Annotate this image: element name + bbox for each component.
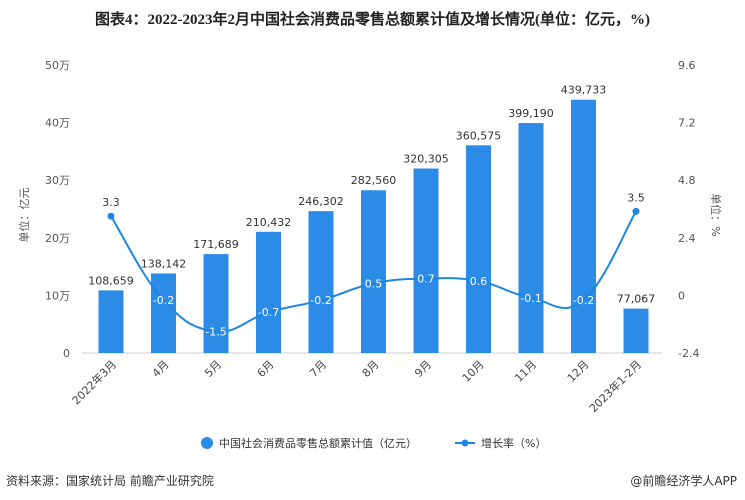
bar-data-label: 138,142 <box>141 257 187 270</box>
line-data-label: -0.2 <box>573 294 594 307</box>
legend-line-marker <box>461 439 469 447</box>
brand-credit: @前瞻经济学人APP <box>630 474 737 488</box>
line-data-label: 0.6 <box>470 275 488 288</box>
x-tick-label: 8月 <box>360 358 382 380</box>
growth-line <box>110 210 637 333</box>
y-right-tick-label: -2.4 <box>678 347 699 360</box>
x-tick-label: 11月 <box>512 358 539 385</box>
line-data-label: -0.7 <box>258 306 279 319</box>
bar-data-label: 399,190 <box>508 107 554 120</box>
y-right-tick-label: 0 <box>678 289 685 302</box>
bar <box>466 145 491 353</box>
y-right-tick-label: 4.8 <box>678 174 696 187</box>
bar <box>518 123 544 353</box>
source-note: 资料来源：国家统计局 前瞻产业研究院 <box>6 474 214 488</box>
line-data-label: -0.1 <box>520 292 541 305</box>
legend-bar-label[interactable]: 中国社会消费品零售总额累计值（亿元） <box>219 436 417 450</box>
bar <box>151 273 176 353</box>
x-tick-label: 5月 <box>202 358 224 380</box>
bar-data-label: 320,305 <box>403 153 449 166</box>
bar <box>361 190 386 353</box>
x-tick-label: 6月 <box>255 358 277 380</box>
legend-bar-icon <box>201 437 213 449</box>
bar-data-label: 282,560 <box>351 174 397 187</box>
line-data-label: 0.7 <box>417 273 435 286</box>
x-tick-label: 12月 <box>565 358 592 385</box>
bar <box>571 99 596 353</box>
bar <box>623 308 649 353</box>
x-tick-label: 2022年3月 <box>69 357 119 407</box>
chart-title: 图表4：2022-2023年2月中国社会消费品零售总额累计值及增长情况(单位：亿… <box>95 12 650 28</box>
y-left-tick-label: 20万 <box>45 232 70 245</box>
line-data-label: -0.2 <box>153 294 174 307</box>
bar <box>256 231 281 353</box>
y-right-tick-label: 9.6 <box>678 59 696 72</box>
bar-data-label: 210,432 <box>246 216 292 229</box>
bar-data-label: 77,067 <box>617 293 656 306</box>
bar <box>308 211 334 353</box>
line-point <box>107 212 115 220</box>
y-left-tick-label: 30万 <box>45 174 70 187</box>
bar-data-label: 246,302 <box>298 195 344 208</box>
x-tick-label: 10月 <box>460 358 487 385</box>
line-point <box>632 207 640 215</box>
line-data-label: -1.5 <box>205 325 226 338</box>
y-right-label: 单位：% <box>709 193 723 236</box>
bar-data-label: 360,575 <box>456 129 502 142</box>
line-data-label: -0.2 <box>310 294 331 307</box>
bar <box>203 254 229 353</box>
x-tick-label: 4月 <box>150 358 172 380</box>
bar <box>98 290 124 353</box>
y-right-tick-label: 2.4 <box>678 232 696 245</box>
y-left-label: 单位：亿元 <box>17 188 31 243</box>
bar-data-label: 171,689 <box>193 238 239 251</box>
bar <box>413 168 439 353</box>
line-data-label: 3.5 <box>627 191 645 204</box>
y-left-tick-label: 0 <box>63 347 70 360</box>
y-left-tick-label: 50万 <box>45 59 70 72</box>
bar-data-label: 108,659 <box>88 274 134 287</box>
x-tick-label: 7月 <box>307 358 329 380</box>
line-data-label: 0.5 <box>365 277 383 290</box>
y-right-tick-label: 7.2 <box>678 117 696 130</box>
bar-data-label: 439,733 <box>561 84 607 97</box>
y-left-tick-label: 10万 <box>45 289 70 302</box>
y-left-tick-label: 40万 <box>45 117 70 130</box>
x-tick-label: 9月 <box>412 358 434 380</box>
line-data-label: 3.3 <box>102 196 120 209</box>
x-tick-label: 2023年1-2月 <box>586 357 644 415</box>
legend-line-label[interactable]: 增长率（%） <box>481 436 546 450</box>
